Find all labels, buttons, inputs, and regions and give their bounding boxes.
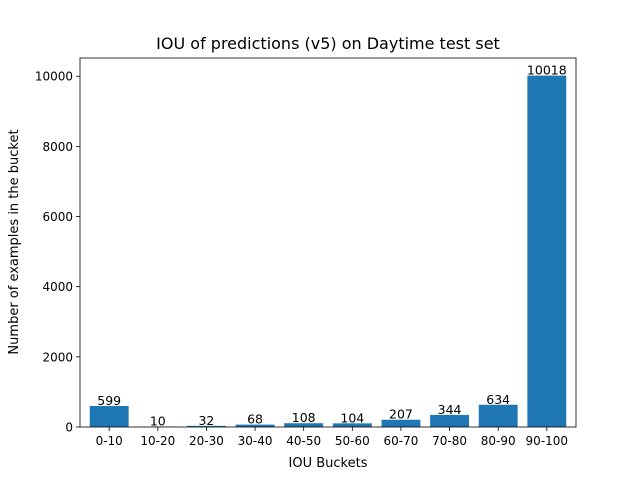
x-tick-label: 40-50 — [286, 434, 321, 448]
data-label-60-70: 207 — [389, 407, 413, 422]
bar-60-70 — [381, 419, 421, 427]
y-tick-label: 0 — [65, 421, 73, 435]
y-axis-label: Number of examples in the bucket — [7, 129, 22, 354]
data-label-0-10: 599 — [97, 393, 121, 408]
bar-90-100 — [527, 75, 567, 428]
bar-0-10 — [89, 405, 129, 427]
x-tick-label: 10-20 — [140, 434, 175, 448]
y-tick-label: 10000 — [35, 70, 73, 84]
x-tick-label: 30-40 — [238, 434, 273, 448]
chart-title: IOU of predictions (v5) on Daytime test … — [156, 34, 500, 53]
x-axis-label: IOU Buckets — [289, 456, 368, 471]
bar-50-60 — [332, 423, 372, 427]
bar-30-40 — [235, 424, 275, 427]
bar-20-30 — [186, 425, 226, 427]
y-tick-label: 8000 — [42, 140, 73, 154]
data-label-80-90: 634 — [486, 392, 510, 407]
y-tick-label: 2000 — [42, 350, 73, 364]
y-tick-label: 6000 — [42, 210, 73, 224]
x-tick-label: 60-70 — [384, 434, 419, 448]
bar-40-50 — [284, 423, 324, 427]
y-tick-label: 4000 — [42, 280, 73, 294]
plot-area: 599 0-10 10 10-20 32 20-30 68 30-40 108 40-50 104 5… — [35, 57, 577, 448]
data-label-20-30: 32 — [198, 413, 214, 428]
x-tick-label: 70-80 — [432, 434, 467, 448]
data-label-40-50: 108 — [292, 410, 316, 425]
x-tick-label: 20-30 — [189, 434, 224, 448]
data-label-70-80: 344 — [438, 402, 462, 417]
data-label-90-100: 10018 — [527, 63, 567, 78]
data-label-50-60: 104 — [340, 410, 364, 425]
x-tick-label: 0-10 — [96, 434, 123, 448]
axes-frame — [79, 57, 577, 428]
x-tick-label: 50-60 — [335, 434, 370, 448]
data-label-30-40: 68 — [247, 412, 263, 427]
bar-70-80 — [430, 414, 470, 427]
x-tick-label: 80-90 — [481, 434, 516, 448]
x-tick-label: 90-100 — [526, 434, 569, 448]
bar-80-90 — [478, 404, 518, 427]
data-label-10-20: 10 — [150, 414, 166, 429]
